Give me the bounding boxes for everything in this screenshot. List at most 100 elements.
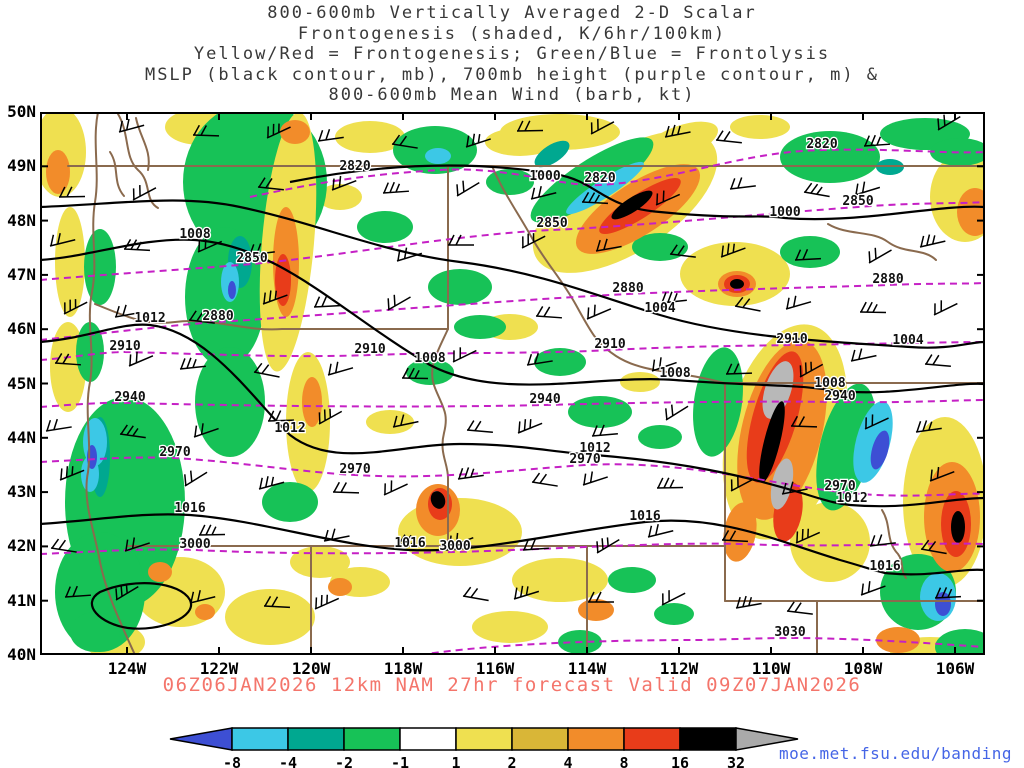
wind-barb: [331, 175, 357, 191]
wind-barb: [869, 534, 896, 547]
lat-tick-label: 41N: [7, 590, 36, 610]
lat-tick-label: 48N: [7, 210, 36, 230]
wind-barb: [854, 181, 881, 196]
wind-barb: [933, 300, 958, 316]
coastline: [85, 112, 136, 655]
river-ne: [827, 223, 937, 261]
lon-tick-label: 118W: [383, 659, 423, 678]
contour-label: 2880: [202, 309, 233, 324]
wind-barb: [647, 523, 674, 538]
lon-tick-label: 124W: [107, 659, 147, 678]
lat-tick-label: 40N: [7, 645, 36, 664]
wind-barb: [132, 185, 157, 201]
colorbar-segment: [343, 727, 401, 751]
wind-barb: [189, 589, 216, 604]
contour-label: 1016: [174, 501, 205, 516]
contour-label: 1000: [529, 169, 560, 184]
colorbar-tick-label: 8: [619, 754, 628, 768]
wind-barb: [586, 304, 612, 320]
wind-barb: [466, 420, 493, 434]
lon-tick-label: 120W: [291, 659, 331, 678]
wind-barb: [924, 354, 951, 368]
lat-tick-label: 50N: [7, 102, 36, 121]
wind-barb: [327, 361, 354, 376]
contour-label: 2850: [536, 216, 567, 231]
contour-label: 3000: [439, 539, 470, 554]
chart-title: 800-600mb Vertically Averaged 2-D Scalar…: [0, 3, 1024, 106]
wind-barb: [669, 244, 696, 258]
or-id-border: [431, 328, 449, 547]
lon-tick-label: 108W: [843, 659, 883, 678]
wind-barb: [114, 304, 141, 318]
colorbar-segment: [567, 727, 625, 751]
contour-label: 3030: [774, 625, 805, 640]
contour-label: 1016: [629, 509, 660, 524]
wind-barb: [790, 415, 818, 428]
colorbar-tick-label: -8: [223, 754, 241, 768]
wind-barb: [919, 234, 946, 248]
wind-barb: [54, 353, 81, 366]
contour-label: 2970: [159, 445, 190, 460]
lat-tick-label: 45N: [7, 373, 36, 393]
wind-barb: [859, 301, 887, 314]
wind-barb: [263, 595, 291, 609]
wind-barb: [123, 238, 151, 252]
wind-barb: [198, 524, 226, 536]
wind-barb: [803, 182, 830, 198]
wind-barb: [392, 414, 419, 428]
wind-barb: [655, 190, 681, 206]
wind-barb: [118, 118, 145, 133]
state-borders: [67, 112, 985, 655]
wind-barb: [457, 467, 484, 480]
wind-barb: [582, 471, 608, 486]
lon-tick-label: 116W: [475, 659, 515, 678]
contour-label: 2850: [236, 251, 267, 266]
lon-tick-label: 112W: [659, 659, 699, 678]
lon-tick-label: 114W: [567, 659, 607, 678]
colorbar-tick-label: 1: [451, 754, 460, 768]
contour-label: 2880: [612, 281, 643, 296]
lat-tick-label: 46N: [7, 319, 36, 339]
wind-barb: [664, 124, 691, 138]
wind-barb: [115, 584, 139, 601]
site-url-link[interactable]: moe.met.fsu.edu/banding: [778, 744, 1012, 763]
wind-barb: [730, 476, 755, 492]
contour-label: 2970: [824, 479, 855, 494]
wind-barb: [258, 476, 285, 490]
wind-barb: [850, 348, 877, 362]
wind-barb: [49, 232, 76, 247]
contour-label: 2820: [806, 137, 837, 152]
wind-barb: [332, 481, 360, 494]
contour-label: 1012: [579, 441, 610, 456]
contour-label: 1000: [769, 205, 800, 220]
wind-barb: [63, 299, 88, 315]
mslp-contours: [40, 164, 985, 630]
wind-barb: [665, 404, 689, 421]
contour-label: 1012: [134, 311, 165, 326]
height-contours-700mb: [40, 148, 985, 655]
title-line-4: MSLP (black contour, mb), 700mb height (…: [144, 64, 880, 85]
wind-barb: [382, 181, 409, 194]
wind-barbs-layer: [45, 114, 962, 615]
wind-barb: [517, 419, 543, 434]
wind-barb: [786, 601, 813, 615]
wind-barb: [124, 537, 150, 552]
wind-barb: [387, 294, 411, 311]
wind-barb: [915, 420, 942, 433]
contour-label: 1008: [814, 376, 845, 391]
colorbar-segment: [231, 727, 289, 751]
wind-barb: [920, 539, 947, 555]
wind-barb: [656, 477, 684, 489]
colorbar-tick-label: -4: [279, 754, 297, 768]
contour-label: 1008: [414, 351, 445, 366]
title-line-1: 800-600mb Vertically Averaged 2-D Scalar: [267, 3, 757, 23]
wind-barb: [521, 233, 546, 249]
contour-label: 3000: [179, 537, 210, 552]
wind-barb: [596, 537, 620, 554]
wind-barb: [860, 581, 886, 596]
contour-label: 2850: [842, 194, 873, 209]
wind-barb: [193, 423, 219, 438]
wind-barb: [735, 595, 762, 609]
wind-barb: [257, 177, 284, 191]
lat-tick-label: 47N: [7, 264, 36, 284]
